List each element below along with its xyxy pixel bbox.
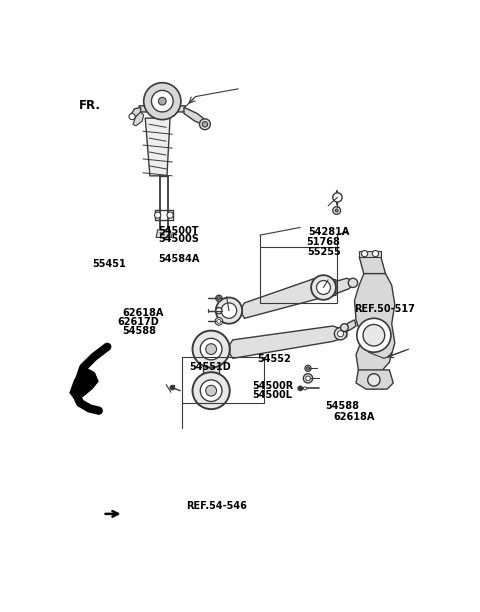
Text: 51768: 51768 [306, 237, 340, 247]
Circle shape [200, 380, 222, 401]
Polygon shape [336, 278, 357, 294]
Circle shape [306, 376, 311, 381]
Text: 54588: 54588 [325, 401, 360, 411]
Circle shape [167, 212, 173, 218]
Text: 54584A: 54584A [158, 253, 200, 264]
Circle shape [372, 250, 379, 256]
Polygon shape [69, 366, 99, 401]
Text: 54588: 54588 [122, 326, 156, 336]
Circle shape [311, 275, 336, 300]
Circle shape [192, 372, 230, 409]
Polygon shape [242, 277, 336, 318]
Text: 55255: 55255 [307, 247, 341, 256]
Circle shape [158, 97, 166, 105]
Text: 62618A: 62618A [122, 308, 164, 318]
Circle shape [155, 212, 161, 218]
Circle shape [216, 295, 222, 301]
Circle shape [335, 209, 338, 212]
Circle shape [221, 303, 237, 318]
Circle shape [192, 330, 230, 368]
Polygon shape [344, 320, 356, 332]
Circle shape [337, 330, 344, 337]
Polygon shape [356, 370, 393, 389]
Circle shape [216, 307, 222, 314]
Text: REF.54-546: REF.54-546 [186, 501, 247, 511]
Circle shape [152, 91, 173, 112]
Text: 54551D: 54551D [190, 362, 231, 371]
Circle shape [348, 278, 358, 288]
Circle shape [129, 113, 135, 119]
Circle shape [357, 318, 391, 352]
Circle shape [202, 122, 208, 127]
Text: 54500S: 54500S [158, 234, 200, 244]
Text: 62617D: 62617D [118, 317, 159, 327]
Circle shape [217, 297, 220, 300]
Text: 54500T: 54500T [158, 226, 199, 236]
Circle shape [206, 386, 216, 396]
Text: 55451: 55451 [92, 259, 126, 269]
Polygon shape [359, 250, 381, 256]
Text: 54500L: 54500L [252, 390, 293, 400]
Bar [260, 247, 337, 303]
Circle shape [305, 365, 311, 371]
Text: 54281A: 54281A [308, 227, 349, 237]
Circle shape [200, 119, 210, 130]
Circle shape [363, 324, 385, 346]
Text: FR.: FR. [79, 99, 101, 112]
Text: REF.50-517: REF.50-517 [354, 304, 415, 314]
Circle shape [335, 327, 347, 340]
Bar [182, 357, 264, 403]
Circle shape [333, 207, 340, 214]
Polygon shape [145, 118, 170, 176]
Circle shape [333, 193, 342, 202]
Circle shape [200, 338, 222, 360]
Polygon shape [359, 256, 385, 274]
Polygon shape [156, 230, 172, 237]
Circle shape [215, 318, 223, 325]
Circle shape [306, 367, 310, 370]
Polygon shape [204, 365, 219, 375]
Polygon shape [230, 326, 347, 359]
Polygon shape [184, 107, 206, 124]
Text: 54552: 54552 [257, 354, 291, 365]
Text: 62618A: 62618A [334, 412, 375, 422]
Circle shape [368, 374, 380, 386]
Polygon shape [130, 107, 141, 118]
Polygon shape [133, 112, 144, 126]
Circle shape [303, 374, 312, 383]
Circle shape [217, 319, 221, 323]
Circle shape [206, 344, 216, 354]
Polygon shape [139, 106, 186, 112]
Circle shape [170, 386, 175, 390]
Circle shape [298, 386, 302, 390]
Polygon shape [355, 274, 395, 378]
Circle shape [303, 387, 306, 390]
Circle shape [216, 297, 242, 324]
Circle shape [361, 250, 368, 256]
Circle shape [316, 280, 330, 294]
Circle shape [144, 83, 181, 119]
Text: 54500R: 54500R [252, 381, 294, 391]
Circle shape [340, 324, 348, 331]
